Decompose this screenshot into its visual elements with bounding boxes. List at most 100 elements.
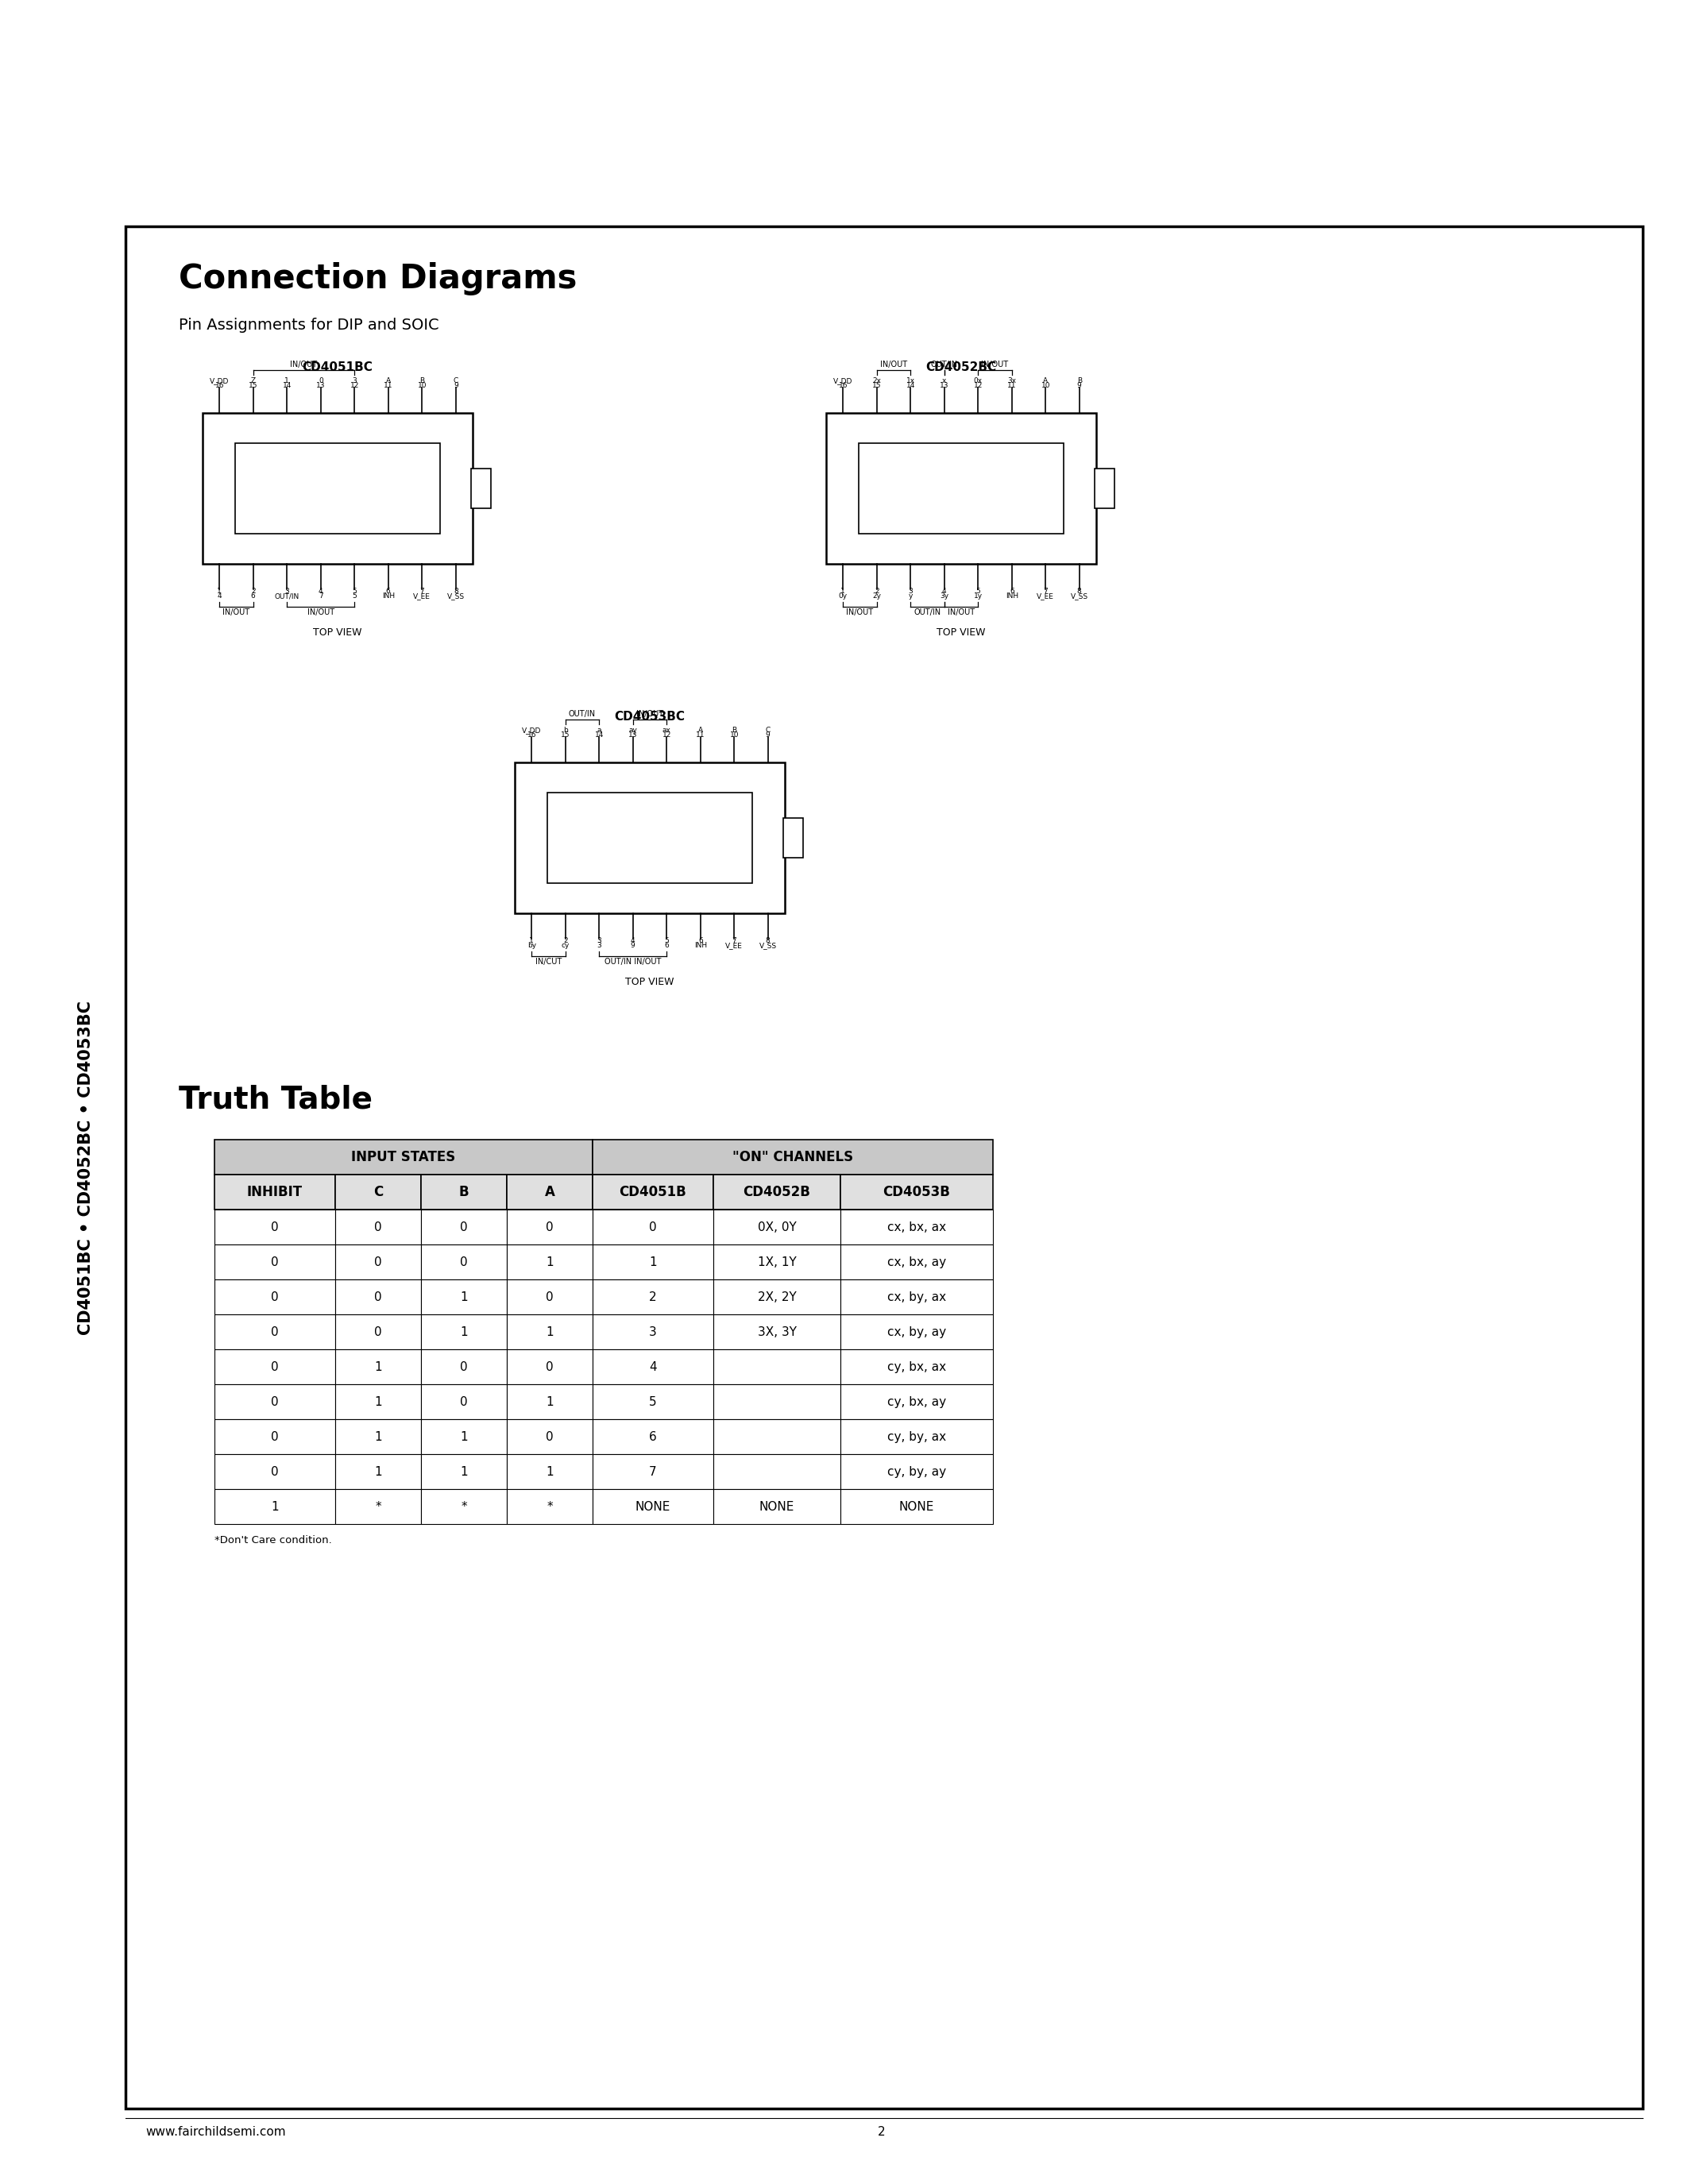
Text: 11: 11 (695, 732, 706, 738)
Text: 0: 0 (545, 1431, 554, 1444)
Text: 15: 15 (248, 382, 258, 389)
Text: cx, by, ay: cx, by, ay (888, 1326, 945, 1339)
Text: 0: 0 (375, 1326, 381, 1339)
Text: 0: 0 (272, 1361, 279, 1374)
Text: 5: 5 (353, 592, 356, 601)
Text: 1: 1 (461, 1431, 468, 1444)
Text: x: x (942, 378, 947, 384)
Text: INH: INH (1006, 592, 1018, 601)
Text: 1: 1 (530, 937, 533, 943)
Text: 1: 1 (375, 1465, 381, 1479)
Text: *: * (461, 1500, 468, 1514)
Text: OUT/IN IN/OUT: OUT/IN IN/OUT (604, 959, 662, 965)
Text: 0: 0 (319, 378, 322, 384)
Bar (420, 1280, 506, 1315)
Bar (420, 1315, 506, 1350)
Text: 0X, 0Y: 0X, 0Y (758, 1221, 797, 1234)
Bar (592, 1315, 714, 1350)
Text: y: y (908, 592, 913, 601)
Text: A: A (699, 727, 702, 734)
Bar (783, 819, 803, 858)
Text: 9: 9 (631, 941, 635, 950)
Text: 7: 7 (420, 587, 424, 594)
Text: IN/OUT: IN/OUT (290, 360, 317, 369)
Bar (506, 1175, 592, 1210)
Bar (214, 1315, 336, 1350)
Text: 1y: 1y (974, 592, 982, 601)
Text: TOP VIEW: TOP VIEW (314, 627, 361, 638)
Text: 0: 0 (545, 1361, 554, 1374)
Text: A: A (545, 1186, 555, 1199)
Text: 1: 1 (375, 1361, 381, 1374)
Text: V_SS: V_SS (447, 592, 464, 601)
Text: 10: 10 (417, 382, 427, 389)
Bar (214, 1280, 336, 1315)
Text: 16: 16 (214, 382, 225, 389)
Bar (420, 1175, 506, 1210)
Bar (506, 1245, 592, 1280)
Text: TOP VIEW: TOP VIEW (625, 976, 674, 987)
Text: 9: 9 (454, 382, 457, 389)
Text: 1: 1 (545, 1396, 554, 1409)
Bar (592, 1245, 714, 1280)
Bar (420, 1489, 506, 1524)
Bar (714, 1489, 841, 1524)
Text: INHIBIT: INHIBIT (246, 1186, 302, 1199)
Text: 0x: 0x (974, 378, 982, 384)
Text: 10: 10 (1041, 382, 1050, 389)
Bar (336, 1280, 420, 1315)
Text: 1: 1 (375, 1431, 381, 1444)
Bar (506, 1210, 592, 1245)
Text: by: by (527, 941, 537, 950)
Text: A: A (387, 378, 390, 384)
Text: *: * (375, 1500, 381, 1514)
Text: CD4053B: CD4053B (883, 1186, 950, 1199)
Text: V_DD: V_DD (834, 378, 852, 384)
Text: INH: INH (381, 592, 395, 601)
Text: "ON" CHANNELS: "ON" CHANNELS (733, 1151, 852, 1164)
Text: 8: 8 (1077, 587, 1082, 594)
Text: 4: 4 (631, 937, 635, 943)
Text: 2x: 2x (873, 378, 881, 384)
Bar (1094, 470, 1114, 509)
Text: V_SS: V_SS (1070, 592, 1089, 601)
Text: TOP VIEW: TOP VIEW (937, 627, 986, 638)
Text: 3x: 3x (1008, 378, 1016, 384)
Text: C: C (373, 1186, 383, 1199)
Text: C: C (765, 727, 770, 734)
Text: 0: 0 (650, 1221, 657, 1234)
Text: cy, bx, ay: cy, bx, ay (888, 1396, 945, 1409)
Text: 16: 16 (839, 382, 847, 389)
Text: 0: 0 (272, 1221, 279, 1234)
Text: CD4053BC: CD4053BC (614, 710, 685, 723)
Text: 0: 0 (272, 1465, 279, 1479)
Text: 0: 0 (461, 1361, 468, 1374)
Bar (336, 1245, 420, 1280)
Bar (592, 1140, 993, 1175)
Bar (336, 1489, 420, 1524)
Bar (214, 1140, 592, 1175)
Text: 0: 0 (461, 1221, 468, 1234)
Bar (714, 1385, 841, 1420)
Text: 0: 0 (375, 1256, 381, 1269)
Text: *Don't Care condition.: *Don't Care condition. (214, 1535, 333, 1546)
Bar (714, 1420, 841, 1455)
Bar (336, 1385, 420, 1420)
Text: 13: 13 (940, 382, 949, 389)
Bar (336, 1455, 420, 1489)
Text: 6: 6 (387, 587, 390, 594)
Text: 15: 15 (873, 382, 881, 389)
Text: 0: 0 (375, 1291, 381, 1304)
Text: 12: 12 (974, 382, 982, 389)
Text: 3: 3 (598, 937, 601, 943)
Text: 2: 2 (878, 2125, 886, 2138)
Text: 16: 16 (527, 732, 537, 738)
Bar (547, 793, 753, 882)
Text: 1: 1 (650, 1256, 657, 1269)
Text: OUT/IN: OUT/IN (569, 710, 596, 719)
Bar (506, 1489, 592, 1524)
Text: 7: 7 (733, 937, 736, 943)
Bar (841, 1385, 993, 1420)
Bar (420, 1210, 506, 1245)
Text: cy: cy (560, 941, 569, 950)
